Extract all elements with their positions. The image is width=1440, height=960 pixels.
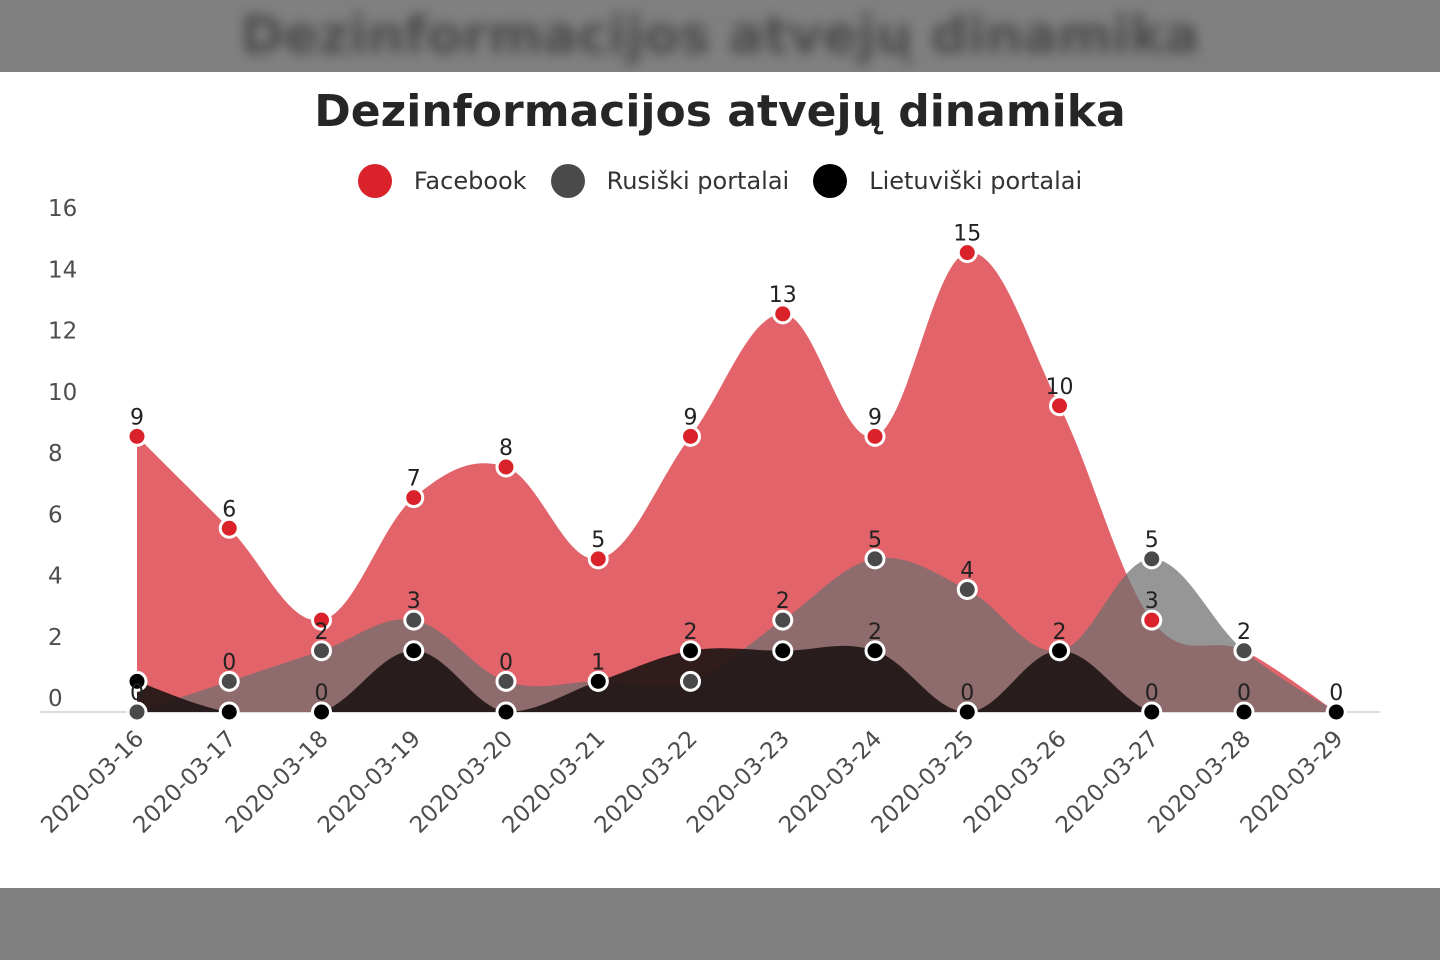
data-label: 0 — [960, 681, 974, 706]
data-label: 9 — [130, 405, 144, 430]
data-label: 13 — [769, 283, 797, 308]
y-tick-label: 0 — [48, 686, 63, 712]
data-label: 0 — [1329, 681, 1343, 706]
data-point — [587, 548, 609, 570]
data-point — [495, 456, 517, 478]
blurred-header-text: Dezinformacijos atvejų dinamika — [240, 6, 1200, 66]
data-label: 0 — [1145, 681, 1159, 706]
chart-title: Dezinformacijos atvejų dinamika — [314, 86, 1126, 137]
data-point — [311, 640, 332, 662]
data-point — [403, 609, 425, 631]
data-label: 9 — [868, 405, 882, 430]
data-point — [680, 425, 701, 447]
data-point — [772, 609, 794, 631]
data-point — [218, 670, 240, 692]
blurred-footer-band — [0, 888, 1440, 960]
legend-dot-facebook — [357, 164, 392, 198]
area-chart: 0246810121416967859139151030023025452012… — [36, 196, 1380, 839]
legend-item-lietuviski-portalai[interactable]: Lietuviški portalai — [813, 164, 1082, 198]
data-label: 2 — [1237, 620, 1251, 645]
data-label: 0 — [499, 650, 513, 675]
data-label: 5 — [1145, 528, 1159, 553]
data-point — [1233, 701, 1255, 723]
data-point — [495, 701, 517, 723]
y-tick-label: 6 — [48, 502, 63, 528]
data-point — [956, 701, 978, 723]
data-label: 3 — [1145, 589, 1159, 614]
data-label: 2 — [1053, 620, 1067, 645]
data-point — [772, 640, 794, 662]
data-label: 8 — [499, 436, 513, 461]
data-label: 0 — [1237, 681, 1251, 706]
data-label: 10 — [1046, 375, 1074, 400]
data-point — [311, 609, 332, 631]
legend-dot-lietuviski-portalai — [813, 164, 848, 198]
y-tick-label: 10 — [48, 380, 77, 406]
data-label: 3 — [407, 589, 421, 614]
data-point — [495, 670, 517, 692]
legend-dot-rusiski-portalai — [550, 164, 585, 198]
data-point — [218, 701, 240, 723]
data-point — [680, 670, 701, 692]
data-point — [126, 670, 148, 692]
legend-item-rusiski-portalai[interactable]: Rusiški portalai — [550, 164, 790, 198]
data-point — [864, 548, 886, 570]
data-point — [864, 640, 886, 662]
data-point — [956, 242, 978, 264]
data-point — [403, 640, 425, 662]
data-point — [126, 701, 148, 723]
data-point — [1141, 609, 1163, 631]
data-point — [1325, 701, 1347, 723]
data-point — [680, 640, 701, 662]
data-point — [403, 487, 425, 509]
data-label: 2 — [315, 620, 329, 645]
chart-card: Dezinformacijos atvejų dinamika Facebook… — [0, 72, 1440, 888]
data-point — [1233, 640, 1255, 662]
data-label: 0 — [130, 681, 144, 706]
data-label: 2 — [868, 620, 882, 645]
y-tick-label: 2 — [48, 625, 63, 651]
data-point — [956, 579, 978, 600]
blurred-header-band: Dezinformacijos atvejų dinamika — [0, 0, 1440, 72]
data-point — [1141, 701, 1163, 723]
data-point — [311, 701, 332, 723]
chart-legend: Facebook Rusiški portalai Lietuviški por… — [0, 164, 1440, 198]
y-tick-label: 14 — [48, 257, 77, 283]
legend-label-lietuviski-portalai: Lietuviški portalai — [869, 167, 1083, 195]
data-point — [864, 425, 886, 447]
data-label: 0 — [315, 681, 329, 706]
data-label: 5 — [591, 528, 605, 553]
legend-item-facebook[interactable]: Facebook — [357, 164, 527, 198]
data-point — [1049, 395, 1070, 417]
data-label: 0 — [222, 650, 236, 675]
y-tick-label: 4 — [48, 564, 63, 590]
data-label: 2 — [684, 620, 698, 645]
legend-label-rusiski-portalai: Rusiški portalai — [606, 167, 790, 195]
data-point — [772, 303, 794, 325]
data-label: 15 — [953, 222, 981, 247]
data-label: 1 — [591, 650, 605, 675]
data-label: 4 — [960, 559, 974, 584]
data-label: 2 — [776, 589, 790, 614]
data-point — [587, 670, 609, 692]
data-label: 7 — [407, 467, 421, 492]
y-tick-label: 12 — [48, 319, 77, 345]
data-point — [1049, 640, 1070, 662]
data-label: 6 — [222, 497, 236, 522]
data-point — [218, 517, 240, 539]
series-area-0 — [137, 252, 1337, 713]
data-point — [126, 425, 148, 447]
legend-label-facebook: Facebook — [413, 167, 527, 195]
y-tick-label: 8 — [48, 441, 63, 467]
data-label: 9 — [684, 405, 698, 430]
data-label: 5 — [868, 528, 882, 553]
y-tick-label: 16 — [48, 196, 77, 222]
series-area-2 — [137, 645, 1337, 712]
data-point — [1141, 548, 1163, 570]
